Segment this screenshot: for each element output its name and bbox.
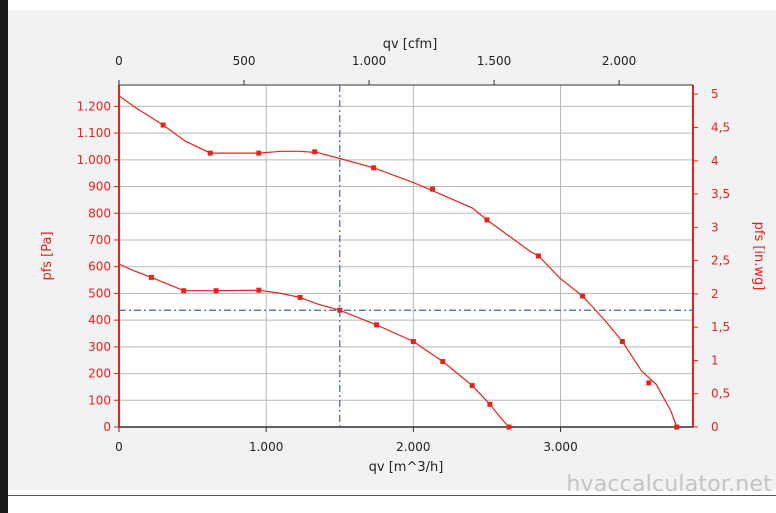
y2-tick-label: 4 bbox=[711, 154, 719, 168]
fan-curve-line-2 bbox=[118, 263, 510, 428]
x2-tick-label: 1.000 bbox=[352, 54, 386, 68]
y-tick-label: 0 bbox=[103, 420, 111, 434]
curve-marker-1 bbox=[674, 424, 680, 430]
axes bbox=[114, 80, 698, 432]
curve-marker-2 bbox=[148, 274, 154, 280]
x-tick-label: 0 bbox=[115, 440, 123, 454]
y2-tick-label: 2 bbox=[711, 287, 719, 301]
y-tick-label: 1.000 bbox=[77, 153, 111, 167]
x2-tick-label: 0 bbox=[115, 54, 123, 68]
curve-marker-2 bbox=[410, 339, 416, 344]
x-axis-title: qv [m^3/h] bbox=[369, 460, 444, 475]
series bbox=[118, 95, 680, 430]
curve-marker-1 bbox=[312, 149, 318, 155]
curve-marker-2 bbox=[506, 424, 512, 430]
y-tick-label: 400 bbox=[88, 313, 111, 327]
y-tick-label: 300 bbox=[88, 340, 111, 354]
x-tick-label: 1.000 bbox=[249, 440, 283, 454]
curve-marker-1 bbox=[429, 186, 435, 192]
y-tick-label: 1.100 bbox=[77, 126, 111, 140]
curve-marker-1 bbox=[371, 165, 377, 171]
window-left-border bbox=[0, 0, 8, 513]
y2-tick-label: 5 bbox=[711, 87, 719, 101]
y2-tick-label: 4,5 bbox=[711, 121, 730, 135]
tick-labels: 01002003004005006007008009001.0001.1001.… bbox=[40, 37, 766, 475]
y2-tick-label: 3 bbox=[711, 220, 719, 234]
curve-marker-2 bbox=[469, 383, 475, 389]
y-tick-label: 900 bbox=[88, 180, 111, 194]
grid bbox=[118, 85, 693, 428]
curve-marker-1 bbox=[580, 293, 586, 299]
watermark: hvaccalculator.net bbox=[566, 472, 772, 497]
x2-axis-title: qv [cfm] bbox=[383, 37, 438, 52]
y-tick-label: 200 bbox=[88, 367, 111, 381]
curve-marker-1 bbox=[646, 380, 652, 386]
y2-tick-label: 0 bbox=[711, 420, 719, 434]
y-tick-label: 700 bbox=[88, 233, 111, 247]
curve-marker-2 bbox=[440, 359, 446, 365]
curve-marker-2 bbox=[213, 288, 219, 294]
curve-marker-1 bbox=[619, 339, 625, 344]
curve-marker-1 bbox=[535, 253, 541, 259]
y-tick-label: 100 bbox=[88, 393, 111, 407]
fan-curve-line-1 bbox=[118, 95, 678, 428]
y-tick-label: 500 bbox=[88, 286, 111, 300]
curve-marker-1 bbox=[484, 217, 490, 223]
curve-marker-2 bbox=[374, 322, 380, 328]
x-tick-label: 3.000 bbox=[543, 440, 577, 454]
operating-point-lines bbox=[119, 85, 693, 427]
y2-axis-title: pfs [in.wg] bbox=[751, 222, 766, 291]
x-tick-label: 2.000 bbox=[396, 440, 430, 454]
plot-area bbox=[119, 85, 693, 427]
y2-tick-label: 1,5 bbox=[711, 320, 730, 334]
y2-tick-label: 3,5 bbox=[711, 187, 730, 201]
y-tick-label: 1.200 bbox=[77, 99, 111, 113]
curve-marker-1 bbox=[207, 150, 213, 156]
curve-marker-1 bbox=[160, 122, 166, 128]
curve-marker-2 bbox=[487, 401, 493, 407]
curve-marker-1 bbox=[256, 150, 262, 156]
y-tick-label: 600 bbox=[88, 260, 111, 274]
x2-tick-label: 1.500 bbox=[477, 54, 511, 68]
x2-tick-label: 500 bbox=[233, 54, 256, 68]
curve-marker-2 bbox=[297, 294, 303, 300]
divider bbox=[8, 495, 776, 496]
curve-marker-2 bbox=[181, 288, 187, 294]
y-tick-label: 800 bbox=[88, 206, 111, 220]
y-axis-title: pfs [Pa] bbox=[40, 231, 55, 280]
y2-tick-label: 2,5 bbox=[711, 254, 730, 268]
y2-tick-label: 0,5 bbox=[711, 387, 730, 401]
curve-marker-2 bbox=[256, 287, 262, 293]
x2-tick-label: 2.000 bbox=[602, 54, 636, 68]
y2-tick-label: 1 bbox=[711, 353, 719, 367]
